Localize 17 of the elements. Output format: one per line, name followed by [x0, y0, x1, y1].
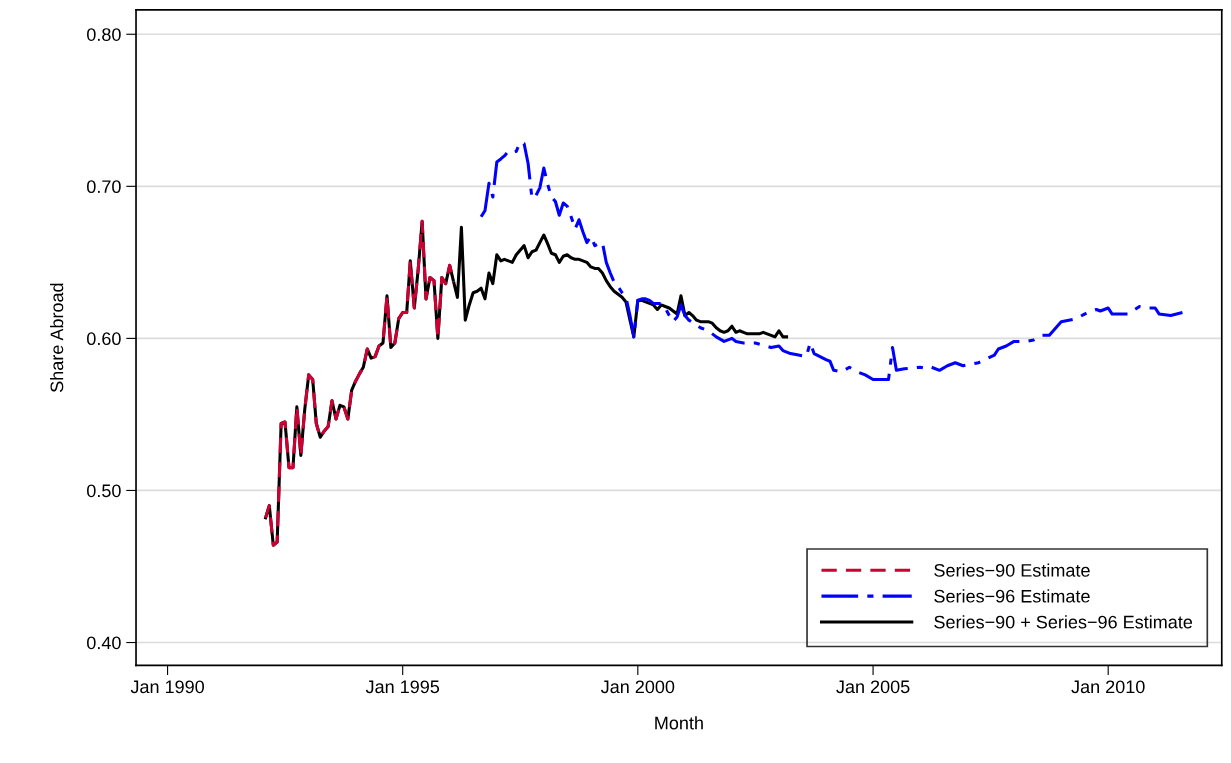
- y-tick-label: 0.60: [87, 332, 121, 346]
- x-tick-label: Jan 2005: [836, 680, 910, 694]
- y-tick-label: 0.80: [87, 28, 121, 41]
- legend-label: Series−90 Estimate: [934, 563, 1090, 577]
- y-axis-title: Share Abroad: [50, 283, 64, 393]
- x-tick-label: Jan 1995: [365, 680, 440, 694]
- y-tick-label: 0.50: [87, 484, 121, 498]
- line-series: [264, 219, 456, 547]
- x-tick-label: Jan 2000: [600, 680, 675, 694]
- y-tick-label: 0.40: [87, 636, 121, 650]
- legend-label: Series−90 + Series−96 Estimate: [934, 615, 1193, 629]
- legend-label: Series−96 Estimate: [934, 589, 1090, 603]
- y-tick-label: 0.70: [87, 180, 121, 194]
- line-series: [479, 140, 1185, 381]
- x-tick-label: Jan 1990: [130, 680, 205, 694]
- x-tick-label: Jan 2010: [1071, 680, 1145, 694]
- x-axis-title: Month: [655, 716, 703, 730]
